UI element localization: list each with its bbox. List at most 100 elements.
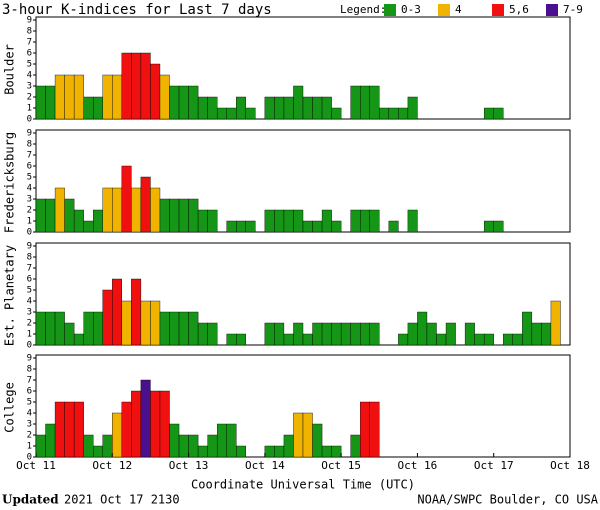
bar <box>464 322 475 346</box>
bar <box>93 445 103 458</box>
bar <box>102 434 113 458</box>
bar <box>112 412 123 458</box>
y-tick-label: 0 <box>27 453 32 463</box>
bar <box>312 96 323 120</box>
x-tick-label: Oct 18 <box>550 459 590 472</box>
bar <box>140 379 151 458</box>
source: NOAA/SWPC Boulder, CO USA <box>417 493 598 507</box>
x-tick-label: Oct 12 <box>92 459 132 472</box>
bar <box>197 445 208 458</box>
y-tick-label: 3 <box>27 195 32 205</box>
y-tick-label: 9 <box>27 242 32 252</box>
y-tick-label: 8 <box>27 27 32 37</box>
bar <box>35 85 46 120</box>
bar <box>236 220 246 233</box>
bar <box>369 209 380 233</box>
bar <box>226 220 237 233</box>
bar <box>407 322 418 346</box>
bar <box>369 401 380 458</box>
bar <box>245 107 256 120</box>
bar <box>226 423 237 458</box>
y-tick-label: 3 <box>27 82 32 92</box>
bar <box>112 74 123 120</box>
bar <box>493 107 504 120</box>
bar <box>483 333 494 346</box>
y-tick-label: 2 <box>27 93 32 103</box>
bar <box>331 220 342 233</box>
x-tick-label: Oct 15 <box>321 459 361 472</box>
bar <box>483 220 494 233</box>
y-tick-label: 1 <box>27 330 32 340</box>
bar <box>312 220 323 233</box>
bar <box>340 322 351 346</box>
bar <box>112 187 123 233</box>
bar <box>140 176 151 233</box>
bar <box>83 220 94 233</box>
bar <box>407 96 418 120</box>
bar <box>93 311 103 346</box>
bar <box>159 390 170 458</box>
bar <box>45 198 56 233</box>
bar <box>216 107 227 120</box>
bar <box>35 198 46 233</box>
bar <box>245 220 256 233</box>
y-axis-label: College <box>3 382 17 433</box>
bar <box>64 74 75 120</box>
bar <box>274 209 285 233</box>
y-tick-label: 0 <box>27 341 32 351</box>
bar <box>64 401 75 458</box>
y-tick-label: 9 <box>27 354 32 364</box>
bar <box>188 311 199 346</box>
bar <box>369 85 380 120</box>
bar <box>131 52 142 120</box>
bar <box>312 322 323 346</box>
bar <box>140 300 151 346</box>
bar <box>398 107 409 120</box>
bar <box>207 96 218 120</box>
bar <box>45 85 56 120</box>
y-tick-label: 8 <box>27 253 32 263</box>
bar <box>493 220 504 233</box>
bar <box>274 96 285 120</box>
bar <box>93 96 103 120</box>
bar <box>178 198 189 233</box>
bar <box>283 333 294 346</box>
bar <box>360 209 370 233</box>
bar <box>140 52 151 120</box>
bar <box>283 209 294 233</box>
bar <box>83 434 94 458</box>
bar <box>321 96 332 120</box>
bar <box>541 322 552 346</box>
bar <box>169 423 180 458</box>
legend-swatch <box>546 4 558 16</box>
bar <box>159 311 170 346</box>
bar <box>35 311 46 346</box>
bar <box>293 209 304 233</box>
bar <box>321 445 332 458</box>
bar <box>83 96 94 120</box>
bar <box>178 434 189 458</box>
bar <box>302 333 313 346</box>
y-tick-label: 4 <box>27 297 32 307</box>
x-tick-label: Oct 17 <box>474 459 514 472</box>
y-tick-label: 0 <box>27 228 32 238</box>
bar <box>54 311 65 346</box>
bar <box>436 333 447 346</box>
bar <box>236 96 246 120</box>
bar <box>102 74 113 120</box>
bar <box>188 198 199 233</box>
bar <box>112 278 123 346</box>
bar <box>131 278 142 346</box>
y-tick-label: 2 <box>27 319 32 329</box>
bar <box>216 423 227 458</box>
y-tick-label: 3 <box>27 308 32 318</box>
bar <box>503 333 513 346</box>
y-tick-label: 4 <box>27 409 32 419</box>
bar <box>197 96 208 120</box>
bar <box>398 333 409 346</box>
bar <box>35 434 46 458</box>
legend-title: Legend: <box>340 3 386 16</box>
bar <box>293 412 304 458</box>
y-tick-label: 3 <box>27 420 32 430</box>
